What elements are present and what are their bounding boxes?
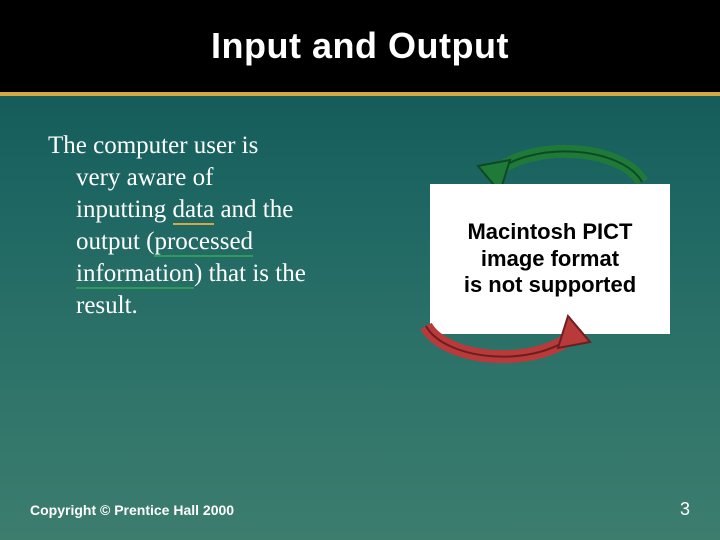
content-area: The computer user is very aware of input… (48, 130, 692, 390)
body-line3a: output ( (76, 228, 154, 255)
emphasis-processed: processed (154, 228, 253, 257)
emphasis-data: data (173, 196, 215, 225)
body-text: The computer user is very aware of input… (48, 130, 402, 390)
body-line2b: inputting (76, 196, 173, 223)
body-line1: The computer user is (48, 132, 258, 159)
placeholder-text: Macintosh PICT image format is not suppo… (458, 219, 642, 298)
body-line2c: and the (214, 196, 293, 223)
placeholder-l2: image format (481, 246, 619, 271)
slide-title: Input and Output (211, 25, 509, 67)
footer: Copyright © Prentice Hall 2000 3 (30, 499, 690, 520)
body-line2a: very aware of (76, 164, 213, 191)
curved-arrow-bottom-icon (398, 306, 598, 386)
body-line4: result. (76, 292, 138, 319)
copyright-text: Copyright © Prentice Hall 2000 (30, 502, 234, 518)
graphic-area: Macintosh PICT image format is not suppo… (412, 130, 692, 390)
slide: Input and Output The computer user is ve… (0, 0, 720, 540)
title-divider (0, 92, 720, 96)
placeholder-l1: Macintosh PICT (467, 219, 632, 244)
title-bar: Input and Output (0, 0, 720, 92)
page-number: 3 (680, 499, 690, 520)
emphasis-information: information (76, 260, 194, 289)
body-line3b: ) that is the (194, 260, 306, 287)
placeholder-l3: is not supported (464, 272, 636, 297)
